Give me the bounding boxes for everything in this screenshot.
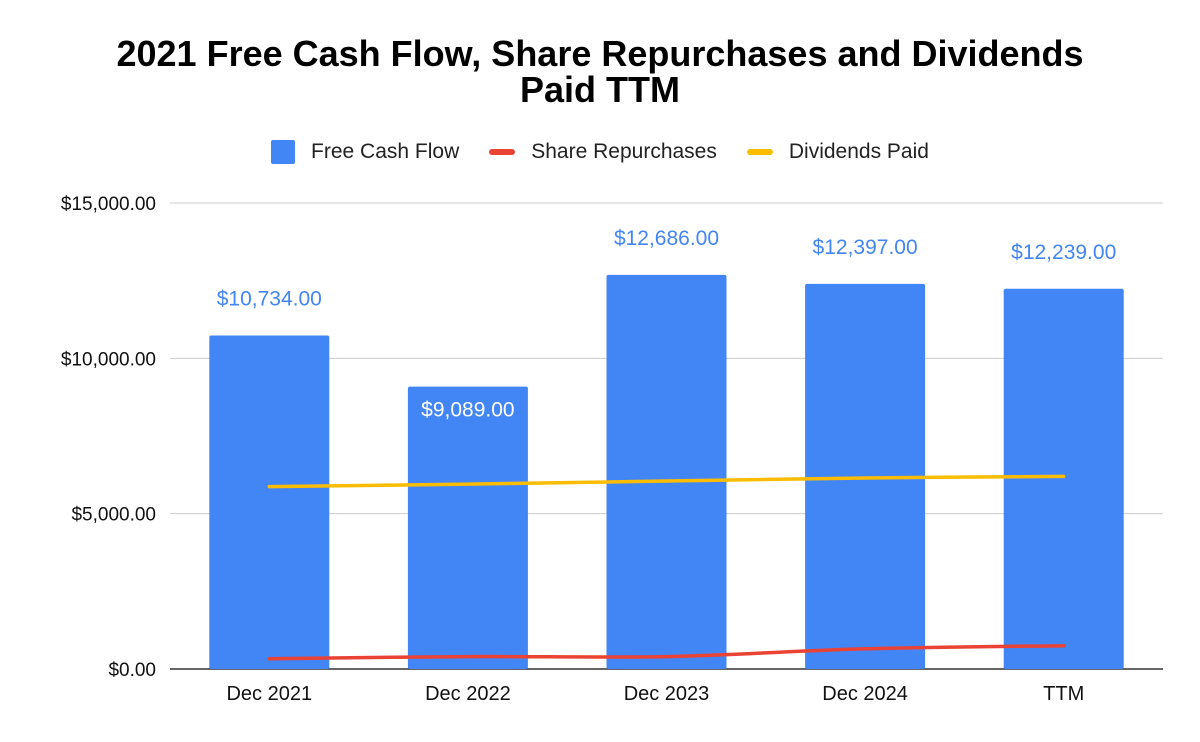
x-tick-label-0: Dec 2021 — [226, 683, 312, 705]
data-label-free-cash-flow-3: $12,397.00 — [813, 236, 918, 259]
legend-item-share-repurchases: Share Repurchases — [489, 140, 717, 164]
bar-free-cash-flow-2 — [606, 274, 727, 669]
legend-swatch-share-repurchases — [489, 149, 516, 155]
chart-legend: Free Cash Flow Share Repurchases Dividen… — [0, 140, 1200, 164]
legend-label-free-cash-flow: Free Cash Flow — [311, 140, 460, 163]
data-label-free-cash-flow-2: $12,686.00 — [614, 227, 719, 250]
data-label-free-cash-flow-4: $12,239.00 — [1011, 241, 1116, 264]
bar-free-cash-flow-0 — [209, 335, 330, 669]
y-tick-label-1: $5,000.00 — [71, 505, 156, 526]
y-tick-label-2: $10,000.00 — [61, 349, 156, 370]
bar-free-cash-flow-4 — [1003, 288, 1124, 669]
series-line-share-repurchases — [267, 643, 1066, 661]
x-tick-label-1: Dec 2022 — [425, 683, 511, 705]
legend-item-free-cash-flow: Free Cash Flow — [271, 140, 459, 164]
x-tick-label-2: Dec 2023 — [624, 683, 710, 705]
bar-free-cash-flow-1 — [407, 386, 528, 669]
y-tick-label-0: $0.00 — [108, 660, 156, 681]
series-line-dividends-paid — [267, 474, 1066, 489]
legend-label-share-repurchases: Share Repurchases — [531, 140, 717, 163]
chart-title-line-2: Paid TTM — [520, 69, 680, 110]
x-tick-label-3: Dec 2024 — [822, 683, 908, 705]
chart-title-line-1: 2021 Free Cash Flow, Share Repurchases a… — [116, 33, 1084, 74]
data-label-free-cash-flow-1: $9,089.00 — [421, 399, 514, 422]
legend-label-dividends-paid: Dividends Paid — [788, 140, 929, 163]
data-label-free-cash-flow-0: $10,734.00 — [217, 288, 322, 311]
y-tick-label-3: $15,000.00 — [61, 194, 156, 215]
legend-swatch-free-cash-flow — [271, 140, 296, 164]
chart-title: 2021 Free Cash Flow, Share Repurchases a… — [0, 36, 1200, 108]
legend-item-dividends-paid: Dividends Paid — [746, 140, 929, 164]
x-tick-label-4: TTM — [1043, 683, 1084, 705]
legend-swatch-dividends-paid — [746, 149, 773, 155]
